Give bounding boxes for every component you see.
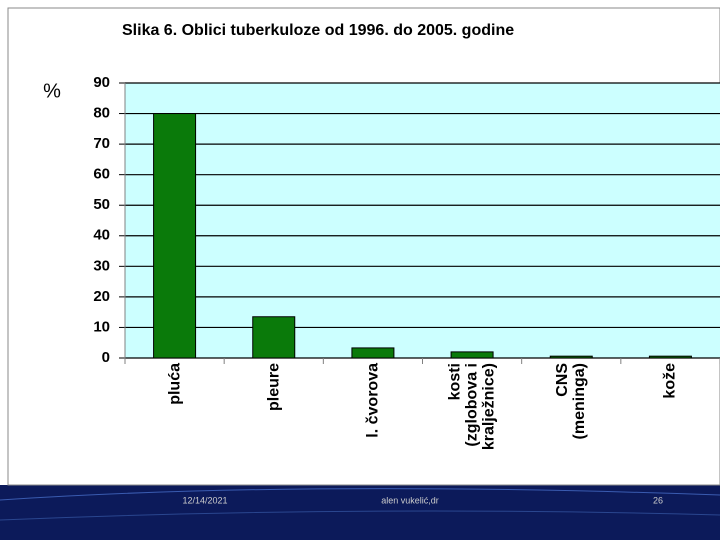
x-tick-label: l. čvorova bbox=[364, 363, 382, 438]
y-tick-label: 40 bbox=[93, 227, 110, 244]
y-tick-label: 90 bbox=[93, 74, 110, 91]
y-tick-label: 10 bbox=[93, 318, 110, 335]
y-tick-label: 20 bbox=[93, 288, 110, 305]
bar bbox=[549, 355, 593, 359]
x-tick-label: kosti (zglobova i kralježnice) bbox=[446, 363, 498, 451]
footer-page: 26 bbox=[653, 495, 663, 505]
x-tick-label: CNS (meninga) bbox=[554, 363, 589, 440]
plot-area bbox=[125, 83, 720, 358]
x-tick-label: pleure bbox=[265, 363, 283, 412]
bar bbox=[351, 347, 395, 359]
chart-title: Slika 6. Oblici tuberkuloze od 1996. do … bbox=[122, 22, 514, 39]
x-tick-label: kože bbox=[661, 363, 679, 399]
footer-decor bbox=[0, 488, 720, 501]
footer-decor bbox=[0, 510, 720, 521]
bar bbox=[153, 113, 197, 359]
y-tick-label: 30 bbox=[93, 257, 110, 274]
y-tick-label: 50 bbox=[93, 196, 110, 213]
bar bbox=[648, 355, 692, 359]
y-tick-label: 70 bbox=[93, 135, 110, 152]
y-tick-label: 60 bbox=[93, 166, 110, 183]
x-tick-label: pluća bbox=[166, 363, 184, 405]
y-axis-label: % bbox=[43, 80, 61, 102]
bar bbox=[252, 316, 296, 359]
bar bbox=[450, 351, 494, 359]
y-tick-label: 80 bbox=[93, 105, 110, 122]
footer-author: alen vukelić,dr bbox=[381, 495, 439, 505]
y-tick-label: 0 bbox=[102, 349, 110, 366]
footer-date: 12/14/2021 bbox=[182, 495, 227, 505]
